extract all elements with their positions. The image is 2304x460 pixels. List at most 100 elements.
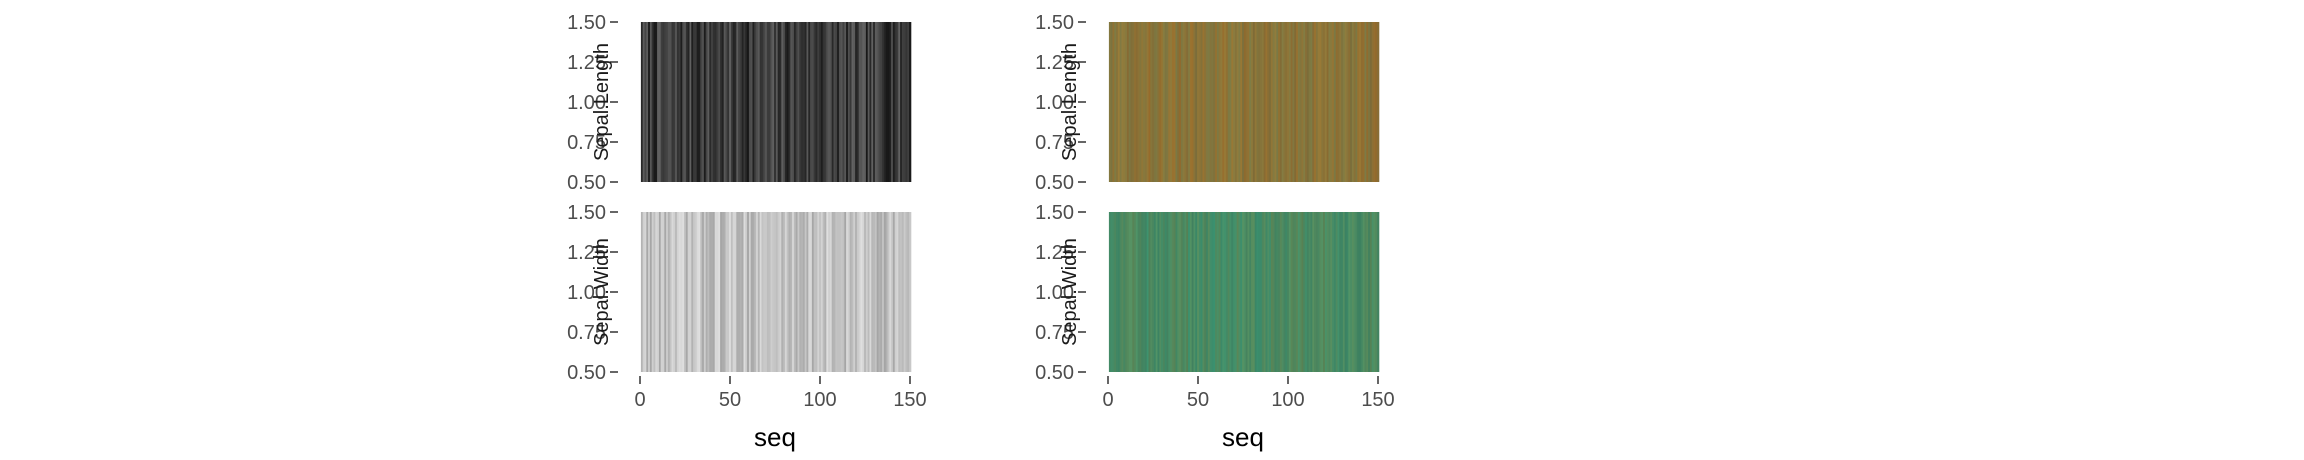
heatmap-tile xyxy=(835,212,838,372)
heatmap-tile xyxy=(696,212,699,372)
heatmap-tile xyxy=(838,212,842,372)
heatmap-tile xyxy=(1153,212,1157,372)
heatmap-tile xyxy=(1171,22,1175,182)
heatmap-tile xyxy=(1182,22,1185,182)
heatmap-tile xyxy=(1333,212,1337,372)
heatmap-tile xyxy=(846,212,849,372)
heatmap-tile xyxy=(705,212,708,372)
heatmap-tile xyxy=(806,212,809,372)
heatmap-tile xyxy=(831,212,834,372)
heatmap-tile xyxy=(1283,212,1286,372)
heatmap-tile xyxy=(788,212,791,372)
heatmap-tile xyxy=(694,22,698,182)
heatmap-tile xyxy=(1348,212,1351,372)
heatmap-tile xyxy=(1335,212,1338,372)
heatmap-tile xyxy=(1186,212,1189,372)
y-tick-label: 1.00 xyxy=(1035,92,1074,114)
heatmap-tile xyxy=(1245,22,1248,182)
heatmap-tile xyxy=(1204,212,1207,372)
heatmap-tile xyxy=(1360,212,1364,372)
heatmap-tile xyxy=(1197,212,1200,372)
heatmap-tile xyxy=(864,22,867,182)
heatmap-tile xyxy=(696,22,699,182)
heatmap-tile xyxy=(1360,22,1364,182)
heatmap-tile xyxy=(752,212,755,372)
heatmap-tile xyxy=(1254,212,1257,372)
panel-sepal-length: 0.50 0.75 1.00 1.25 1.50 Sepal.Length xyxy=(567,12,912,194)
heatmap-tile xyxy=(1123,22,1126,182)
heatmap-tile xyxy=(1265,22,1268,182)
heatmap-tile xyxy=(752,22,755,182)
heatmap-tile xyxy=(1236,22,1239,182)
heatmap-tile xyxy=(1297,212,1301,372)
heatmap-tile xyxy=(649,212,653,372)
heatmap-tile xyxy=(844,212,847,372)
x-tick-label: 150 xyxy=(1361,389,1394,411)
heatmap-tile xyxy=(1274,212,1277,372)
heatmap-tile xyxy=(784,22,788,182)
heatmap-tile xyxy=(1290,212,1293,372)
heatmap-tile xyxy=(783,212,786,372)
heatmap-tile xyxy=(678,22,681,182)
heatmap-tile xyxy=(1117,212,1121,372)
heatmap-tile xyxy=(1243,22,1247,182)
heatmap-tile xyxy=(1173,212,1176,372)
heatmap-tile xyxy=(1346,22,1349,182)
heatmap-tile xyxy=(905,22,908,182)
heatmap-tile xyxy=(817,212,820,372)
heatmap-tile xyxy=(1373,212,1376,372)
heatmap-tile xyxy=(1215,212,1218,372)
heatmap-tile xyxy=(820,22,824,182)
heatmap-tile xyxy=(702,22,705,182)
heatmap-tile xyxy=(1233,212,1236,372)
heatmap-tile xyxy=(1310,212,1313,372)
heatmap-tile xyxy=(1305,212,1308,372)
heatmap-tile xyxy=(792,212,795,372)
heatmap-tile xyxy=(1168,212,1171,372)
heatmap-tile xyxy=(811,22,815,182)
heatmap-tile xyxy=(1306,22,1310,182)
heatmap-tile xyxy=(687,212,690,372)
heatmap-tile xyxy=(856,212,860,372)
y-axis-label: Sepal.Length xyxy=(1059,43,1081,161)
heatmap-tile xyxy=(1188,212,1191,372)
heatmap-tile xyxy=(1258,212,1261,372)
heatmap-tile xyxy=(772,212,775,372)
y-tick-label: 0.75 xyxy=(1035,322,1074,344)
heatmap-tile xyxy=(1319,212,1322,372)
heatmap-tile xyxy=(1337,22,1340,182)
heatmap-tile xyxy=(882,212,885,372)
heatmap-tile xyxy=(1254,22,1257,182)
heatmap-tile xyxy=(801,212,804,372)
heatmap-tile xyxy=(1180,22,1184,182)
heatmap-tile xyxy=(1161,212,1164,372)
heatmap-tile xyxy=(862,212,865,372)
heatmap-tile xyxy=(761,212,764,372)
heatmap-tile xyxy=(1153,22,1157,182)
heatmap-tile xyxy=(903,212,906,372)
heatmap-tile xyxy=(1368,22,1371,182)
heatmap-tile xyxy=(1209,22,1212,182)
heatmap-tile xyxy=(1332,22,1335,182)
heatmap-tile xyxy=(1249,22,1252,182)
heatmap-tile xyxy=(1278,22,1281,182)
heatmap-tile xyxy=(1362,22,1365,182)
heatmap-tile xyxy=(1132,22,1135,182)
y-axis-label: Sepal.Width xyxy=(1059,238,1081,346)
heatmap-tile xyxy=(1150,212,1153,372)
heatmap-tile xyxy=(1299,212,1302,372)
heatmap-tile xyxy=(1366,22,1369,182)
heatmap-tile xyxy=(739,22,743,182)
y-tick-label: 1.50 xyxy=(567,202,606,224)
heatmap-tile xyxy=(685,22,689,182)
heatmap-tile xyxy=(1270,212,1274,372)
heatmap-tile xyxy=(1287,212,1290,372)
heatmap-tile xyxy=(1218,212,1221,372)
heatmap-tile xyxy=(837,212,840,372)
heatmap-tile xyxy=(833,22,836,182)
heatmap-tile xyxy=(1267,212,1270,372)
heatmap-tile xyxy=(685,212,689,372)
heatmap-tile xyxy=(768,22,771,182)
heatmap-tile xyxy=(729,22,732,182)
heatmap-tile xyxy=(819,212,822,372)
